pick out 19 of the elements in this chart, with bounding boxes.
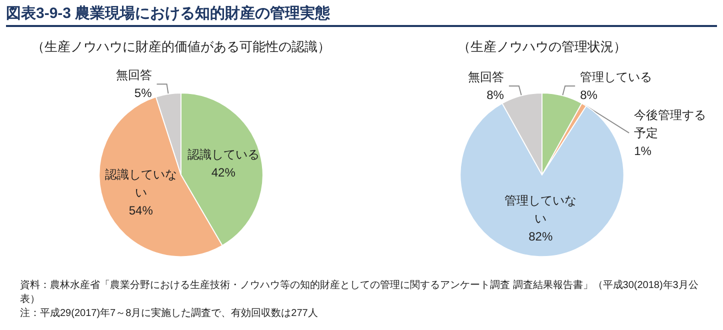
data-label: 42%: [211, 165, 236, 180]
slice-label: 今後管理する予定: [634, 108, 706, 140]
data-label: 1%: [634, 144, 652, 158]
text: 注：平成29(2017)年7～8月に実施した調査で、有効回収数は277人: [20, 307, 319, 321]
chart-subtitle: （生産ノウハウの管理状況）: [458, 39, 627, 54]
slice-label: 管理している: [580, 70, 652, 84]
chart-title: 図表3-9-3 農業現場における知的財産の管理実態: [6, 4, 717, 27]
data-label: 5%: [134, 86, 152, 100]
chart-subtitle: （生産ノウハウに財産的価値がある可能性の認識）: [31, 39, 330, 54]
data-label: 8%: [580, 88, 598, 102]
slice-label: 無回答: [468, 70, 504, 84]
slice-label: 管理していない: [504, 194, 577, 226]
text: 資料：農林水産省「農業分野における生産技術・ノウハウ等の知的財産としての管理に関するアンケート調査 調査結果報告書」（平成30(2018)年3月公表）: [20, 279, 700, 307]
slice-label: 無回答: [116, 68, 152, 82]
data-label: 54%: [128, 204, 153, 218]
data-label: 82%: [528, 230, 554, 244]
slice-label: 認識している: [187, 147, 260, 162]
slice-label: 認識していない: [104, 168, 177, 200]
data-label: 8%: [486, 88, 505, 102]
